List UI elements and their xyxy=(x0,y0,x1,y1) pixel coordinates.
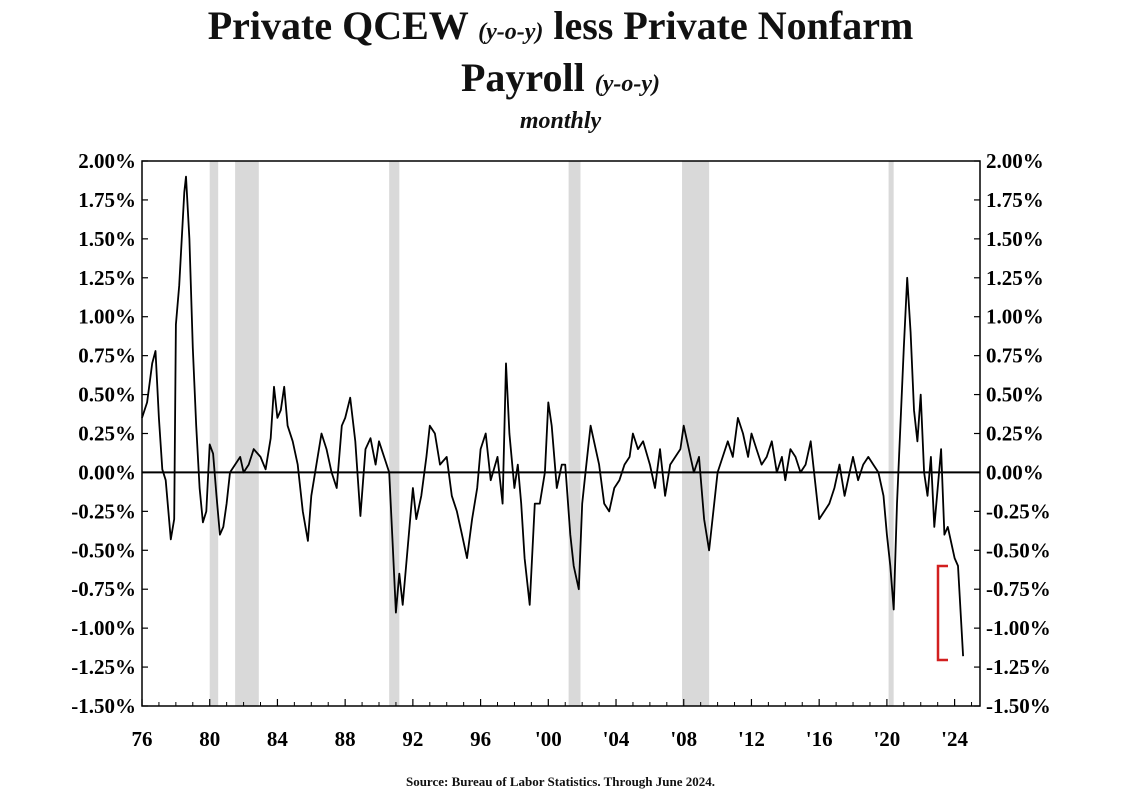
y-tick-label-left: 1.50% xyxy=(78,227,136,251)
title-part2: less Private Nonfarm xyxy=(553,3,914,48)
y-tick-label-left: -1.50% xyxy=(71,694,136,718)
chart-title-line1: Private QCEW (y-o-y) less Private Nonfar… xyxy=(0,2,1121,56)
y-axis-left: 2.00% 1.75% 1.50% 1.25% 1.00% 0.75% 0.50% 0.25%… xyxy=(71,149,148,718)
y-tick-label-right: 1.25% xyxy=(986,266,1044,290)
x-tick-label: 80 xyxy=(199,727,220,751)
recession-band-2 xyxy=(389,161,400,706)
y-tick-label-right: 2.00% xyxy=(986,149,1044,173)
highlight-bracket xyxy=(936,564,948,662)
y-tick-label-right: 0.50% xyxy=(986,383,1044,407)
recession-band-0 xyxy=(209,161,219,706)
title-part1-italic: (y-o-y) xyxy=(478,19,544,45)
x-axis: 76 80 84 88 92 96 '00 '04 '08 '12 '16 '20 '24 xyxy=(132,699,973,751)
recession-band-1 xyxy=(235,161,259,706)
y-axis-right: 2.00% 1.75% 1.50% 1.25% 1.00% 0.75% 0.50% 0.25%… xyxy=(974,149,1051,718)
y-tick-label-left: -1.00% xyxy=(71,616,136,640)
y-tick-label-left: 1.75% xyxy=(78,188,136,212)
x-tick-label: 84 xyxy=(267,727,289,751)
x-tick-label: '24 xyxy=(941,727,968,751)
y-tick-label-left: 1.00% xyxy=(78,305,136,329)
x-tick-label: '16 xyxy=(806,727,833,751)
x-tick-label: '04 xyxy=(603,727,630,751)
recession-band-5 xyxy=(888,161,894,706)
chart-title-line2: Payroll (y-o-y) xyxy=(0,54,1121,108)
chart-svg: 2.00% 1.75% 1.50% 1.25% 1.00% 0.75% 0.50% 0.25%… xyxy=(71,149,1051,751)
y-tick-label-left: 0.00% xyxy=(78,460,136,484)
y-tick-label-left: 2.00% xyxy=(78,149,136,173)
y-tick-label-right: 1.50% xyxy=(986,227,1044,251)
y-tick-label-right: -1.25% xyxy=(986,655,1051,679)
y-tick-label-right: 1.00% xyxy=(986,305,1044,329)
title-line2: Payroll xyxy=(461,55,585,100)
y-tick-label-right: 0.00% xyxy=(986,460,1044,484)
y-tick-label-left: 1.25% xyxy=(78,266,136,290)
title-line2-italic: (y-o-y) xyxy=(594,71,660,97)
recession-band-4 xyxy=(682,161,710,706)
source-note: Source: Bureau of Labor Statistics. Thro… xyxy=(405,774,716,789)
x-tick-label: '00 xyxy=(535,727,562,751)
y-tick-label-right: -0.50% xyxy=(986,538,1051,562)
y-tick-label-right: -0.75% xyxy=(986,577,1051,601)
plot-frame xyxy=(141,160,981,707)
x-tick-label: '12 xyxy=(738,727,765,751)
y-tick-label-left: 0.75% xyxy=(78,344,136,368)
y-tick-label-right: 0.25% xyxy=(986,422,1044,446)
y-tick-label-right: -1.00% xyxy=(986,616,1051,640)
series-line xyxy=(141,175,964,657)
recession-band-3 xyxy=(568,161,581,706)
y-tick-label-left: -0.75% xyxy=(71,577,136,601)
x-tick-label: 92 xyxy=(402,727,423,751)
chart-subtitle: monthly xyxy=(519,108,602,134)
y-tick-label-left: 0.25% xyxy=(78,422,136,446)
y-tick-label-right: -0.25% xyxy=(986,499,1051,523)
recession-shading xyxy=(209,161,894,706)
x-tick-label: 96 xyxy=(470,727,491,751)
y-tick-label-right: -1.50% xyxy=(986,694,1051,718)
y-tick-label-left: 0.50% xyxy=(78,383,136,407)
x-tick-label: 88 xyxy=(335,727,356,751)
title-part1: Private QCEW xyxy=(207,3,469,48)
x-tick-label: '08 xyxy=(670,727,697,751)
y-tick-label-left: -0.50% xyxy=(71,538,136,562)
y-tick-label-left: -1.25% xyxy=(71,655,136,679)
y-tick-label-right: 1.75% xyxy=(986,188,1044,212)
x-tick-label: '20 xyxy=(873,727,900,751)
y-tick-label-right: 0.75% xyxy=(986,344,1044,368)
y-tick-label-left: -0.25% xyxy=(71,499,136,523)
x-tick-label: 76 xyxy=(132,727,153,751)
